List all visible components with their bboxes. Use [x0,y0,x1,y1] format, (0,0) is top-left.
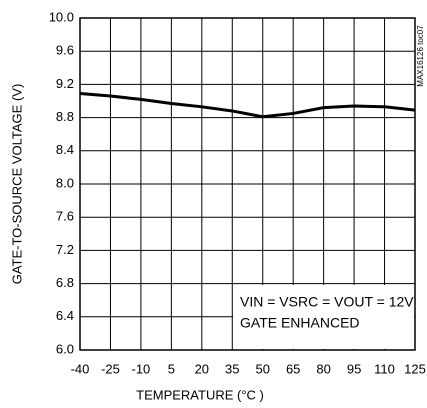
y-tick-label: 8.4 [56,142,74,157]
y-tick-label: 7.6 [56,209,74,224]
x-tick-label: 125 [404,361,426,376]
x-axis-label: TEMPERATURE (°C ) [136,387,264,402]
y-tick-label: 7.2 [56,242,74,257]
y-tick-label: 6.8 [56,275,74,290]
x-tick-label: -40 [71,361,90,376]
x-tick-label: 5 [168,361,175,376]
x-tick-label: 20 [195,361,209,376]
annotation: VIN = VSRC = VOUT = 12V [240,294,414,310]
y-tick-label: 6.4 [56,308,74,323]
y-tick-label: 8.0 [56,175,74,190]
y-tick-label: 9.2 [56,76,74,91]
y-tick-label: 6.0 [56,341,74,356]
x-tick-label: 50 [255,361,269,376]
x-tick-label: 35 [225,361,239,376]
y-tick-label: 9.6 [56,43,74,58]
x-tick-label: -25 [101,361,120,376]
x-tick-label: 110 [374,361,395,376]
plot-frame [79,17,416,351]
annotation-box [233,285,414,349]
line-series [79,92,416,119]
x-tick-label: -10 [132,361,151,376]
annotation: GATE ENHANCED [240,315,360,331]
x-tick-label: 95 [347,361,361,376]
side-note: MAX16126 toc07 [416,25,425,87]
y-tick-label: 8.8 [56,109,74,124]
y-axis-label: GATE-TO-SOURCE VOLTAGE (V) [9,84,24,285]
x-tick-label: 65 [286,361,300,376]
y-tick-label: 10.0 [49,9,74,24]
x-tick-label: 80 [316,361,330,376]
